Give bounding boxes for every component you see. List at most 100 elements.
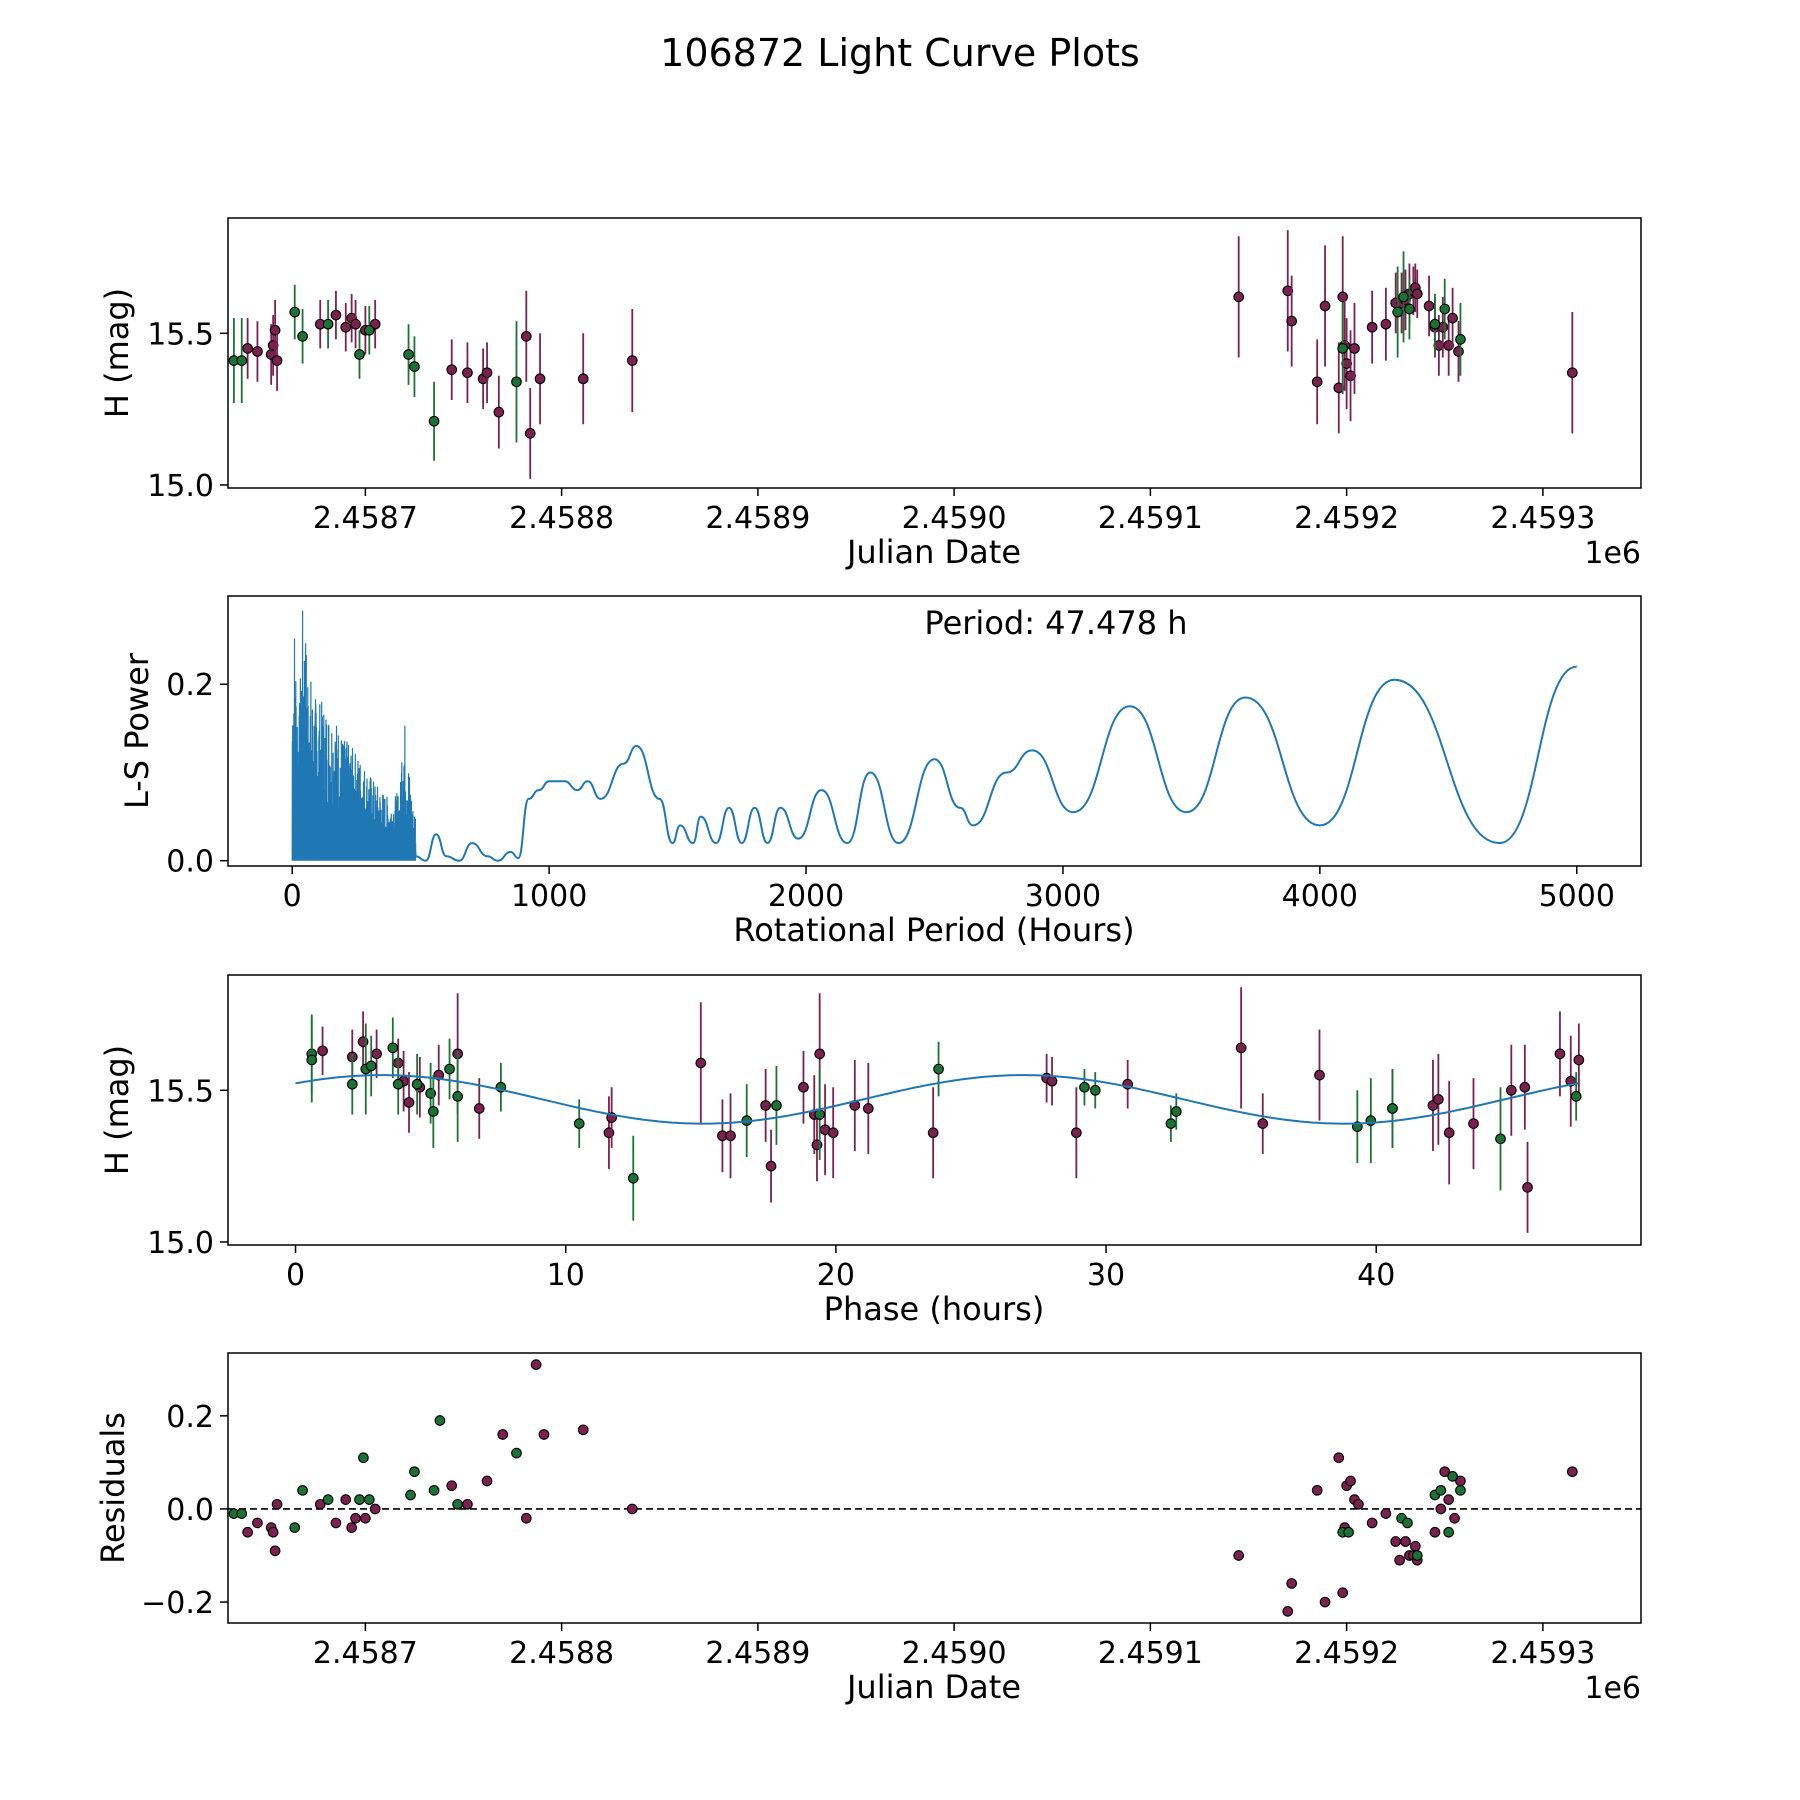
y-tick-label: 15.5	[147, 1074, 214, 1109]
data-point-series_a	[497, 1429, 509, 1440]
data-point-series_a	[1311, 1484, 1323, 1496]
data-point-series_a	[827, 1127, 839, 1139]
data-point-series_b	[1398, 291, 1409, 303]
data-point-series_a	[1447, 312, 1458, 324]
data-point-series_b	[236, 355, 248, 366]
data-point-series_a	[1337, 291, 1349, 303]
data-point-series_a	[481, 1475, 493, 1487]
data-point-series_a	[242, 1526, 253, 1538]
data-point-series_a	[1468, 1118, 1479, 1130]
data-point-series_a	[340, 321, 352, 333]
data-point-series_a	[317, 1045, 328, 1057]
x-tick-label: 2.4591	[1098, 501, 1203, 536]
data-point-series_b	[1443, 1526, 1455, 1538]
data-point-series_b	[365, 1060, 377, 1072]
data-point-series_a	[371, 1048, 382, 1060]
data-point-series_a	[725, 1130, 736, 1142]
data-point-series_a	[1380, 1508, 1392, 1519]
data-point-series_b	[814, 1109, 826, 1120]
x-tick-label: 2.4590	[902, 1636, 1007, 1671]
panel-periodogram: Period: 47.478 h 0 1000 2000 3000 4000 5000 0.…	[166, 595, 1642, 914]
y-tick-label: −0.2	[141, 1586, 214, 1621]
data-point-series_b	[306, 1054, 318, 1066]
ylabel-phase-folded: H (mag)	[98, 1045, 136, 1175]
data-point-series_b	[511, 376, 522, 388]
data-point-series_b	[1089, 1084, 1101, 1096]
plot-frame	[227, 595, 1642, 867]
data-point-series_a	[1433, 1094, 1444, 1105]
data-point-series_a	[1319, 1596, 1331, 1608]
data-point-series_b	[322, 1494, 334, 1505]
data-point-series_a	[798, 1081, 809, 1093]
data-point-series_a	[403, 1097, 415, 1108]
x-tick-label: 2.4592	[1294, 501, 1399, 536]
data-point-series_b	[409, 361, 420, 373]
data-point-series_b	[403, 349, 414, 360]
data-point-series_b	[428, 415, 440, 427]
data-point-series_b	[427, 1106, 439, 1117]
data-point-series_a	[1519, 1081, 1531, 1093]
plot-frame	[227, 974, 1642, 1246]
data-point-series_b	[392, 1078, 404, 1090]
data-point-series_a	[473, 1103, 485, 1114]
data-point-series_a	[1439, 1466, 1451, 1478]
x-tick-label: 4000	[1282, 879, 1358, 914]
data-point-series_b	[387, 1042, 399, 1054]
y-tick-label: 0.2	[166, 668, 214, 703]
ylabel-light-curve: H (mag)	[98, 288, 136, 418]
panel-residuals: 2.4587 2.4588 2.4589 2.4590 2.4591 2.4592 2.45…	[141, 1352, 1642, 1671]
y-tick-label: 15.0	[147, 469, 214, 504]
data-point-series_a	[862, 1103, 874, 1114]
data-point-series_a	[1366, 1517, 1378, 1529]
data-point-series_a	[760, 1100, 771, 1111]
data-point-series_a	[1311, 376, 1323, 388]
x-tick-label: 0	[286, 1258, 305, 1293]
x-tick-label: 0	[283, 879, 302, 914]
data-point-series_a	[577, 373, 589, 385]
x-tick-label: 30	[1087, 1258, 1125, 1293]
data-point-series_a	[1380, 318, 1392, 330]
data-point-series_b	[1343, 1526, 1354, 1538]
x-tick-label: 5000	[1539, 879, 1615, 914]
data-point-series_a	[1453, 346, 1464, 357]
x-tick-label: 2.4593	[1490, 501, 1595, 536]
data-point-series_a	[252, 346, 263, 357]
data-point-series_a	[538, 1429, 550, 1440]
data-point-series_a	[814, 1048, 826, 1060]
data-point-series_a	[1390, 1536, 1402, 1547]
data-point-series_b	[1392, 306, 1403, 318]
data-point-series_a	[524, 428, 536, 439]
data-point-series_a	[1046, 1075, 1058, 1087]
data-point-series_a	[577, 1424, 589, 1436]
data-point-series_a	[271, 355, 283, 366]
data-point-series_b	[511, 1447, 522, 1459]
data-point-series_a	[350, 1512, 361, 1524]
data-point-series_a	[1522, 1182, 1533, 1193]
panel-light-curve: 2.4587 2.4588 2.4589 2.4590 2.4591 2.4592 2.45…	[147, 217, 1642, 536]
ylabel-residuals: Residuals	[94, 1412, 132, 1564]
x-tick-label: 20	[817, 1258, 855, 1293]
data-point-series_a	[271, 1498, 283, 1510]
x-tick-label: 2.4591	[1098, 1636, 1203, 1671]
data-point-series_b	[444, 1063, 455, 1075]
data-point-series_a	[252, 1517, 263, 1529]
data-point-series_b	[409, 1466, 420, 1478]
x-tick-label: 10	[547, 1258, 585, 1293]
data-point-series_a	[346, 1522, 357, 1533]
y-tick-label: 15.5	[147, 317, 214, 352]
data-point-series_b	[1429, 318, 1441, 330]
data-point-series_b	[1447, 1471, 1458, 1482]
data-point-series_b	[452, 1090, 463, 1102]
data-point-series_a	[267, 1526, 279, 1538]
data-point-series_a	[1286, 1578, 1298, 1589]
data-point-series_b	[1411, 1550, 1423, 1561]
xlabel-light-curve: Julian Date	[845, 533, 1021, 571]
data-point-series_b	[405, 1489, 416, 1501]
plot-frame	[227, 1352, 1642, 1624]
data-point-series_a	[927, 1127, 939, 1139]
x-tick-label: 2.4590	[902, 501, 1007, 536]
data-point-series_b	[358, 1452, 369, 1464]
data-point-series_a	[1505, 1084, 1517, 1096]
data-point-series_a	[360, 1512, 371, 1524]
